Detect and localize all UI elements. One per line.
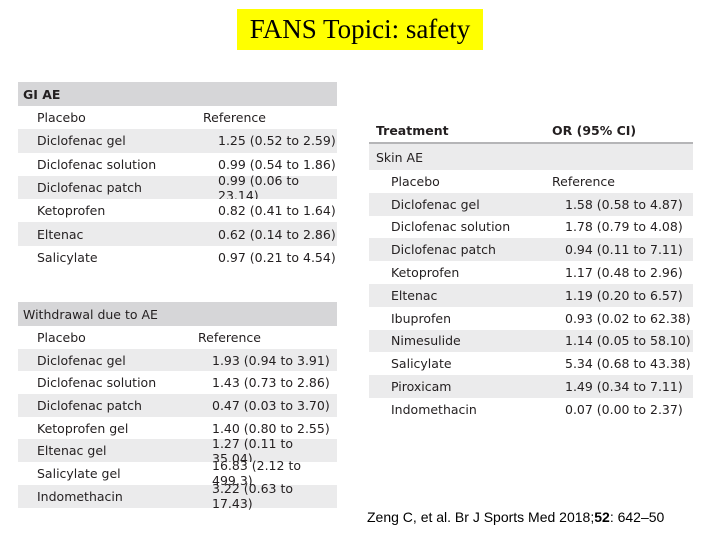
value-cell: 3.22 (0.63 to 17.43) — [212, 481, 294, 512]
gi-ae-section-header: GI AE — [18, 82, 337, 106]
section-label: Withdrawal due to AE — [23, 306, 158, 322]
treatment-cell: Salicylate — [37, 249, 98, 265]
value-cell: 0.62 (0.14 to 2.86) — [218, 226, 336, 242]
value-cell: 0.47 (0.03 to 3.70) — [212, 397, 330, 413]
value-cell: 1.19 (0.20 to 6.57) — [565, 287, 683, 303]
value-cell: 0.97 (0.21 to 4.54) — [218, 249, 336, 265]
table-row: Diclofenac gel 1.93 (0.94 to 3.91) — [18, 348, 337, 372]
citation-text: Zeng C, et al. Br J Sports Med 2018; — [367, 509, 595, 525]
citation: Zeng C, et al. Br J Sports Med 2018;52: … — [367, 509, 664, 525]
value-cell: Reference — [198, 329, 261, 345]
value-cell: 1.43 (0.73 to 2.86) — [212, 375, 330, 391]
table-row: Diclofenac patch 0.47 (0.03 to 3.70) — [18, 394, 337, 417]
table-row: Salicylate 0.97 (0.21 to 4.54) — [18, 245, 337, 270]
treatment-cell: Ketoprofen — [391, 265, 460, 281]
value-cell: Reference — [203, 110, 266, 126]
table-row: Placebo Reference — [18, 326, 337, 349]
table-row: Placebo Reference — [369, 170, 693, 193]
treatment-cell: Diclofenac patch — [37, 397, 142, 413]
treatment-cell: Eltenac gel — [37, 443, 107, 459]
table-row: Diclofenac patch 0.94 (0.11 to 7.11) — [369, 238, 693, 262]
table-row: Ketoprofen 0.82 (0.41 to 1.64) — [18, 199, 337, 223]
treatment-cell: Diclofenac solution — [37, 375, 157, 391]
table-row: Piroxicam 1.49 (0.34 to 7.11) — [369, 375, 693, 398]
table-row: Eltenac 1.19 (0.20 to 6.57) — [369, 283, 693, 307]
treatment-cell: Diclofenac gel — [37, 352, 126, 368]
treatment-cell: Ibuprofen — [391, 310, 452, 326]
withdrawal-table: Withdrawal due to AE Placebo Reference Dic… — [18, 302, 337, 511]
treatment-cell: Placebo — [37, 110, 86, 126]
table-row: Salicylate 5.34 (0.68 to 43.38) — [369, 352, 693, 376]
table-row: Placebo Reference — [18, 106, 337, 130]
value-cell: 0.07 (0.00 to 2.37) — [565, 401, 683, 417]
skin-table-header: Treatment OR (95% CI) — [369, 118, 693, 144]
citation-pages: : 642–50 — [609, 509, 665, 525]
table-row: Diclofenac gel 1.58 (0.58 to 4.87) — [369, 192, 693, 216]
value-cell: 1.58 (0.58 to 4.87) — [565, 196, 683, 212]
table-row: Ketoprofen 1.17 (0.48 to 2.96) — [369, 261, 693, 284]
treatment-cell: Nimesulide — [391, 333, 461, 349]
value-cell: 1.14 (0.05 to 58.10) — [565, 333, 691, 349]
value-cell: 1.49 (0.34 to 7.11) — [565, 379, 683, 395]
value-cell: 0.99 (0.06 to 23.14) — [218, 172, 300, 203]
treatment-cell: Ketoprofen — [37, 203, 106, 219]
treatment-cell: Eltenac — [391, 287, 438, 303]
skin-section-header: Skin AE — [369, 144, 693, 170]
table-row: Eltenac 0.62 (0.14 to 2.86) — [18, 222, 337, 246]
treatment-cell: Diclofenac gel — [37, 133, 126, 149]
table-row: Diclofenac solution 0.99 (0.54 to 1.86) — [18, 152, 337, 176]
treatment-cell: Indomethacin — [37, 488, 123, 504]
table-row: Diclofenac gel 1.25 (0.52 to 2.59) — [18, 129, 337, 153]
value-cell: 1.27 (0.11 to 35.04) — [212, 435, 294, 466]
treatment-cell: Indomethacin — [391, 401, 477, 417]
value-cell: 1.25 (0.52 to 2.59) — [218, 133, 336, 149]
table-row: Eltenac gel 1.27 (0.11 to 35.04) — [18, 436, 337, 466]
treatment-cell: Diclofenac patch — [37, 180, 142, 196]
treatment-cell: Salicylate gel — [37, 465, 121, 481]
table-row: Nimesulide 1.14 (0.05 to 58.10) — [369, 329, 693, 353]
treatment-cell: Placebo — [37, 329, 86, 345]
treatment-cell: Eltenac — [37, 226, 84, 242]
treatment-cell: Diclofenac patch — [391, 242, 496, 258]
treatment-cell: Diclofenac solution — [37, 156, 157, 172]
value-cell: Reference — [552, 173, 615, 189]
value-cell: 5.34 (0.68 to 43.38) — [565, 356, 691, 372]
table-row: Indomethacin 3.22 (0.63 to 17.43) — [18, 481, 337, 511]
treatment-cell: Salicylate — [391, 356, 452, 372]
value-cell: 1.17 (0.48 to 2.96) — [565, 265, 683, 281]
table-row: Diclofenac patch 0.99 (0.06 to 23.14) — [18, 173, 337, 203]
or-ci-header: OR (95% CI) — [552, 122, 637, 138]
gi-ae-table: GI AE Placebo Reference Diclofenac gel 1.25… — [18, 82, 337, 270]
treatment-cell: Diclofenac gel — [391, 196, 480, 212]
value-cell: 1.93 (0.94 to 3.91) — [212, 352, 330, 368]
value-cell: 0.82 (0.41 to 1.64) — [218, 203, 336, 219]
value-cell: 0.93 (0.02 to 62.38) — [565, 310, 691, 326]
table-row: Diclofenac solution 1.78 (0.79 to 4.08) — [369, 215, 693, 239]
value-cell: 1.40 (0.80 to 2.55) — [212, 420, 330, 436]
table-row: Indomethacin 0.07 (0.00 to 2.37) — [369, 397, 693, 421]
value-cell: 0.94 (0.11 to 7.11) — [565, 242, 683, 258]
section-label: Skin AE — [376, 149, 423, 165]
withdrawal-section-header: Withdrawal due to AE — [18, 302, 337, 326]
treatment-cell: Diclofenac solution — [391, 219, 511, 235]
table-row: Ibuprofen 0.93 (0.02 to 62.38) — [369, 306, 693, 330]
value-cell: 16.83 (2.12 to 499.3) — [212, 458, 301, 489]
treatment-cell: Ketoprofen gel — [37, 420, 129, 436]
citation-volume: 52 — [594, 509, 610, 525]
value-cell: 1.78 (0.79 to 4.08) — [565, 219, 683, 235]
table-row: Salicylate gel 16.83 (2.12 to 499.3) — [18, 458, 337, 488]
table-row: Diclofenac solution 1.43 (0.73 to 2.86) — [18, 371, 337, 395]
slide-title: FANS Topici: safety — [237, 9, 483, 50]
treatment-cell: Piroxicam — [391, 379, 452, 395]
skin-ae-table: Treatment OR (95% CI) Skin AE Placebo Ref… — [369, 118, 693, 421]
treatment-cell: Placebo — [391, 173, 440, 189]
section-label: GI AE — [23, 86, 61, 102]
treatment-header: Treatment — [376, 122, 449, 138]
value-cell: 0.99 (0.54 to 1.86) — [218, 156, 336, 172]
table-row: Ketoprofen gel 1.40 (0.80 to 2.55) — [18, 416, 337, 440]
